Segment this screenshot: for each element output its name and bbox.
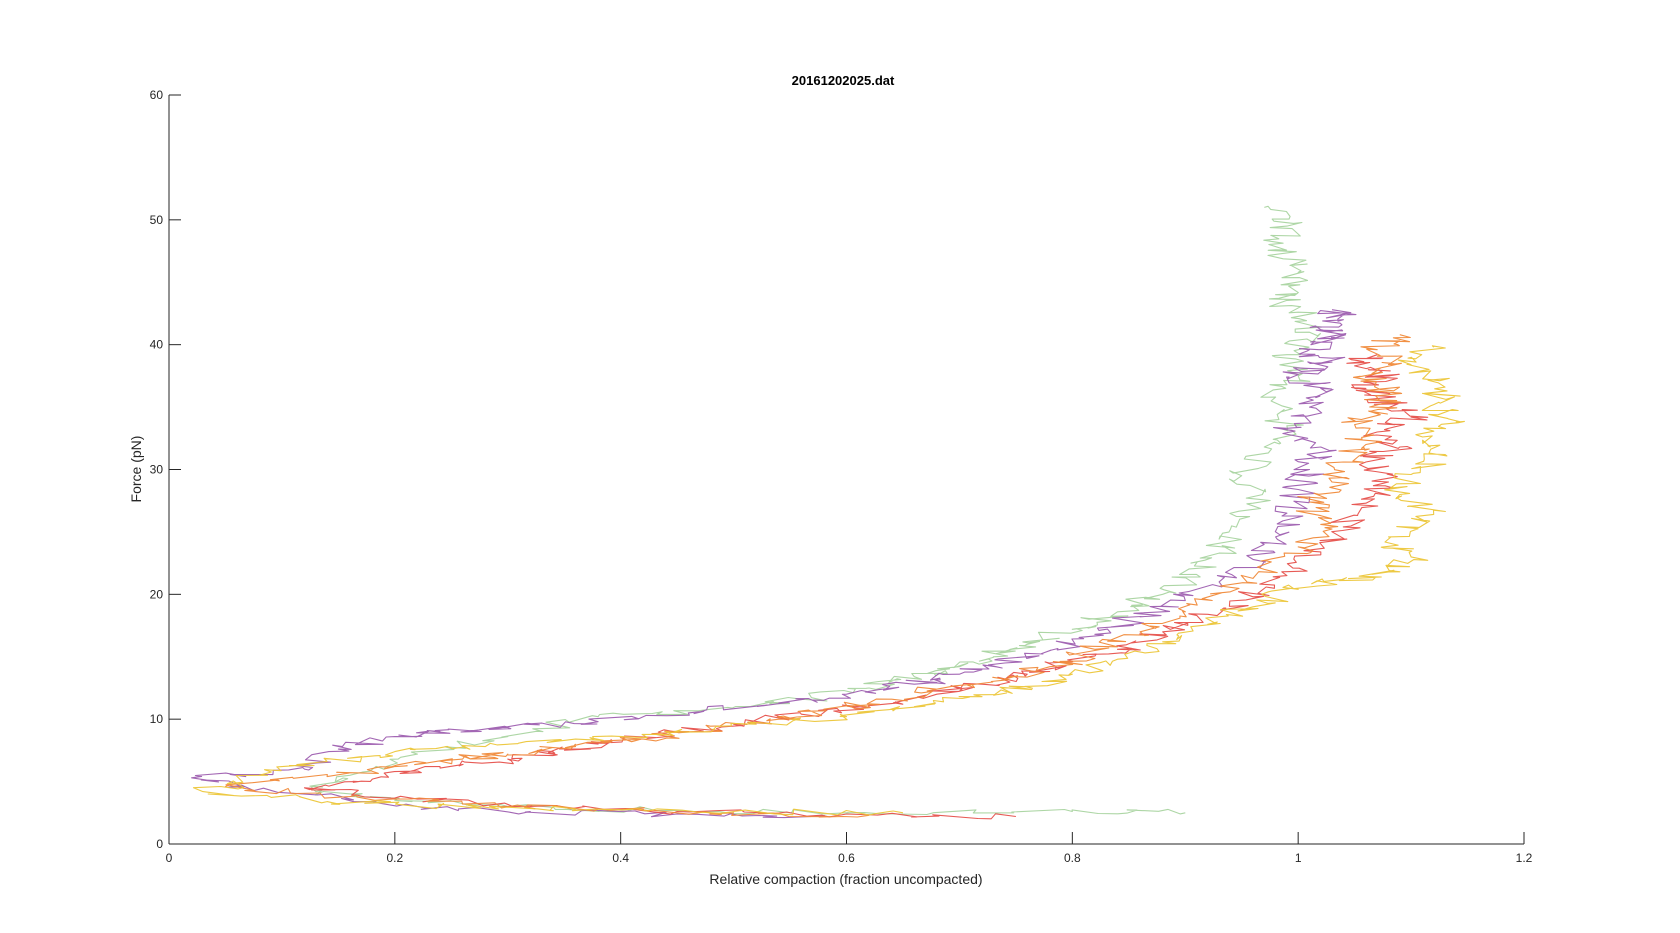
trace-1 <box>309 205 1323 816</box>
y-tick-label: 60 <box>150 88 164 102</box>
y-tick-label: 10 <box>150 712 164 726</box>
y-tick-label: 50 <box>150 213 164 227</box>
chart-title: 20161202025.dat <box>792 73 895 88</box>
x-tick-label: 0.4 <box>612 851 629 865</box>
x-tick-label: 0.6 <box>838 851 855 865</box>
trace-3 <box>303 354 1429 820</box>
x-tick-label: 0.2 <box>386 851 403 865</box>
trace-2 <box>191 309 1357 819</box>
x-tick-label: 0.8 <box>1064 851 1081 865</box>
y-tick-label: 30 <box>150 463 164 477</box>
x-tick-label: 1.2 <box>1516 851 1533 865</box>
trace-5 <box>192 345 1465 816</box>
trace-4 <box>224 334 1411 818</box>
y-ticks: 0 10 20 30 40 50 60 <box>150 88 181 851</box>
y-axis-label: Force (pN) <box>128 436 144 503</box>
x-tick-label: 0 <box>166 851 173 865</box>
y-tick-label: 40 <box>150 338 164 352</box>
x-axis-label: Relative compaction (fraction uncompacte… <box>709 871 982 887</box>
y-tick-label: 0 <box>156 837 163 851</box>
x-ticks: 0 0.2 0.4 0.6 0.8 1 1.2 <box>166 832 1533 865</box>
x-tick-label: 1 <box>1295 851 1302 865</box>
traces <box>191 205 1465 820</box>
y-tick-label: 20 <box>150 587 164 601</box>
